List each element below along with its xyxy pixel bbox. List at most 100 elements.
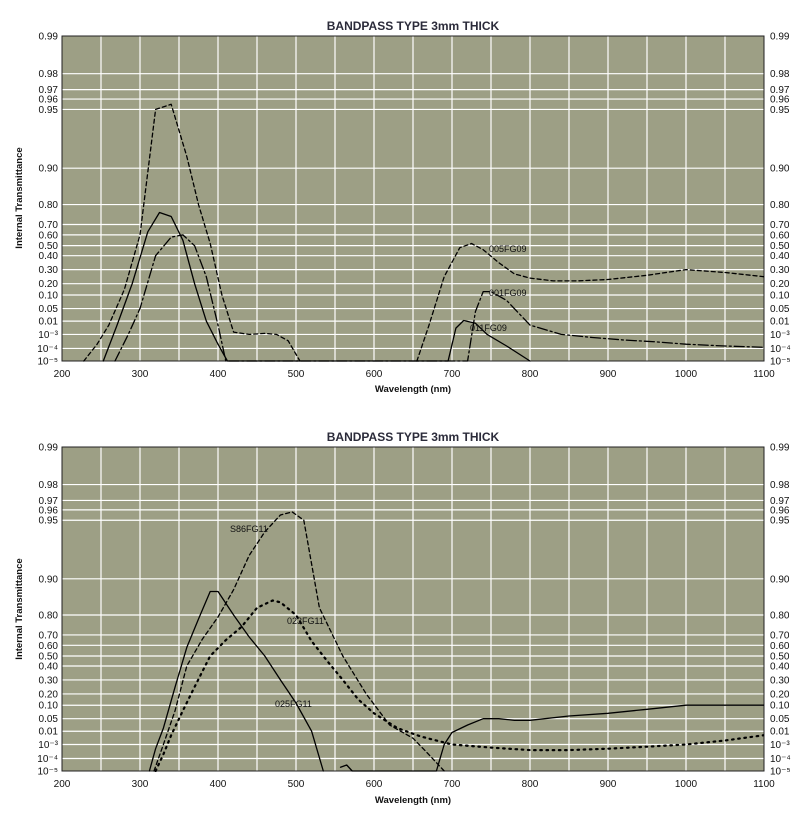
y-tick-label-left: 10⁻⁴ <box>37 344 58 355</box>
y-tick-label-right: 0.70 <box>770 630 790 641</box>
y-tick-label-left: 0.70 <box>39 630 59 641</box>
y-tick-label-right: 0.96 <box>770 95 790 106</box>
chart-panel-1: 005FG09 001FG09 011FG09 10⁻⁵ 10⁻⁵ 10⁻⁴ 10⁻⁴ 10⁻… <box>14 19 791 395</box>
y-tick-label-right: 0.90 <box>770 574 790 585</box>
x-tick-label: 1100 <box>753 369 775 380</box>
y-tick-label-left: 0.98 <box>39 69 59 80</box>
x-tick-label: 900 <box>600 779 617 790</box>
y-tick-label-left: 0.60 <box>39 641 59 652</box>
x-axis-label: Wavelength (nm) <box>375 384 451 395</box>
series-label-023FG11: 023FG11 <box>287 616 324 626</box>
series-line-025FG11 <box>148 590 764 772</box>
y-tick-label-right: 10⁻³ <box>770 740 790 751</box>
series-label-011FG09: 011FG09 <box>470 323 507 333</box>
y-tick-label-right: 0.20 <box>770 689 790 700</box>
y-tick-label-right: 0.05 <box>770 304 790 315</box>
y-tick-label-left: 0.60 <box>39 230 59 241</box>
x-tick-label: 400 <box>210 369 227 380</box>
y-tick-label-left: 0.97 <box>39 496 59 507</box>
y-axis-label: Internal Transmittance <box>14 147 25 248</box>
y-tick-label-right: 10⁻⁵ <box>770 767 791 778</box>
y-tick-label-right: 0.80 <box>770 200 790 211</box>
y-tick-label-left: 0.30 <box>39 675 59 686</box>
y-tick-label-left: 0.99 <box>39 32 59 43</box>
y-tick-label-left: 0.20 <box>39 689 59 700</box>
y-tick-label-left: 0.90 <box>39 574 59 585</box>
series-line-001FG09 <box>114 234 764 362</box>
series-label-005FG09: 005FG09 <box>489 244 527 254</box>
series-line-011FG09 <box>102 211 531 362</box>
y-tick-label-right: 0.70 <box>770 220 790 231</box>
y-tick-label-left: 10⁻⁴ <box>37 754 58 765</box>
y-tick-label-right: 0.98 <box>770 480 790 491</box>
y-tick-label-right: 0.10 <box>770 701 790 712</box>
series-line-S86FG11 <box>153 511 445 772</box>
y-tick-label-right: 0.97 <box>770 85 790 96</box>
x-tick-label: 800 <box>522 779 539 790</box>
y-tick-label-left: 0.98 <box>39 480 59 491</box>
y-tick-label-right: 0.95 <box>770 105 790 116</box>
x-tick-label: 400 <box>210 779 227 790</box>
x-tick-label: 800 <box>522 369 539 380</box>
y-tick-label-left: 0.40 <box>39 661 59 672</box>
y-tick-label-left: 0.10 <box>39 291 59 302</box>
y-tick-label-right: 0.95 <box>770 516 790 527</box>
y-tick-label-left: 0.40 <box>39 251 59 262</box>
y-tick-label-left: 10⁻⁵ <box>37 767 58 778</box>
x-tick-label: 600 <box>366 779 383 790</box>
y-tick-label-left: 10⁻³ <box>38 740 58 751</box>
y-tick-label-right: 0.97 <box>770 496 790 507</box>
x-tick-label: 200 <box>54 369 71 380</box>
y-tick-label-left: 10⁻⁵ <box>37 357 58 368</box>
y-tick-label-left: 0.96 <box>39 505 59 516</box>
y-tick-label-left: 0.01 <box>39 727 59 738</box>
y-tick-label-right: 0.01 <box>770 727 790 738</box>
x-tick-label: 500 <box>288 779 305 790</box>
y-tick-label-right: 0.40 <box>770 251 790 262</box>
series-label-001FG09: 001FG09 <box>489 288 527 298</box>
y-tick-label-left: 0.01 <box>39 317 59 328</box>
chart-title: BANDPASS TYPE 3mm THICK <box>327 430 500 444</box>
y-tick-label-right: 10⁻⁵ <box>770 357 791 368</box>
y-tick-label-left: 0.95 <box>39 516 59 527</box>
x-tick-label: 700 <box>444 779 461 790</box>
y-tick-label-right: 0.80 <box>770 611 790 622</box>
y-tick-label-left: 0.70 <box>39 220 59 231</box>
y-tick-label-right: 0.90 <box>770 164 790 175</box>
y-tick-label-left: 0.96 <box>39 95 59 106</box>
chart-panel-2: S86FG11 023FG11 025FG11 10⁻⁵ 10⁻⁵ 10⁻⁴ 10⁻⁴ 10⁻… <box>14 430 791 806</box>
x-tick-label: 200 <box>54 779 71 790</box>
x-tick-label: 1000 <box>675 369 698 380</box>
y-tick-label-left: 0.90 <box>39 164 59 175</box>
y-tick-label-right: 0.05 <box>770 714 790 725</box>
series-label-025FG11: 025FG11 <box>275 699 312 709</box>
y-tick-label-right: 0.98 <box>770 69 790 80</box>
y-tick-label-right: 0.50 <box>770 241 790 252</box>
y-tick-label-left: 0.50 <box>39 241 59 252</box>
y-tick-label-right: 0.20 <box>770 279 790 290</box>
y-tick-label-left: 0.05 <box>39 304 59 315</box>
y-tick-label-right: 0.60 <box>770 230 790 241</box>
x-tick-label: 900 <box>600 369 617 380</box>
x-tick-label: 300 <box>132 369 149 380</box>
y-tick-label-right: 0.96 <box>770 505 790 516</box>
x-axis-label: Wavelength (nm) <box>375 795 451 806</box>
y-tick-label-left: 0.80 <box>39 611 59 622</box>
y-tick-label-right: 0.99 <box>770 443 790 454</box>
series-line-005FG09 <box>83 103 764 362</box>
x-tick-label: 600 <box>366 369 383 380</box>
y-tick-label-left: 0.97 <box>39 85 59 96</box>
x-tick-label: 300 <box>132 779 149 790</box>
y-tick-label-right: 0.01 <box>770 317 790 328</box>
y-tick-label-left: 10⁻³ <box>38 330 58 341</box>
y-tick-label-left: 0.30 <box>39 265 59 276</box>
y-tick-label-right: 0.30 <box>770 265 790 276</box>
chart-title: BANDPASS TYPE 3mm THICK <box>327 19 500 33</box>
y-tick-label-left: 0.99 <box>39 443 59 454</box>
x-tick-label: 1100 <box>753 779 775 790</box>
y-tick-label-left: 0.95 <box>39 105 59 116</box>
y-tick-label-right: 0.10 <box>770 291 790 302</box>
y-tick-label-left: 0.05 <box>39 714 59 725</box>
